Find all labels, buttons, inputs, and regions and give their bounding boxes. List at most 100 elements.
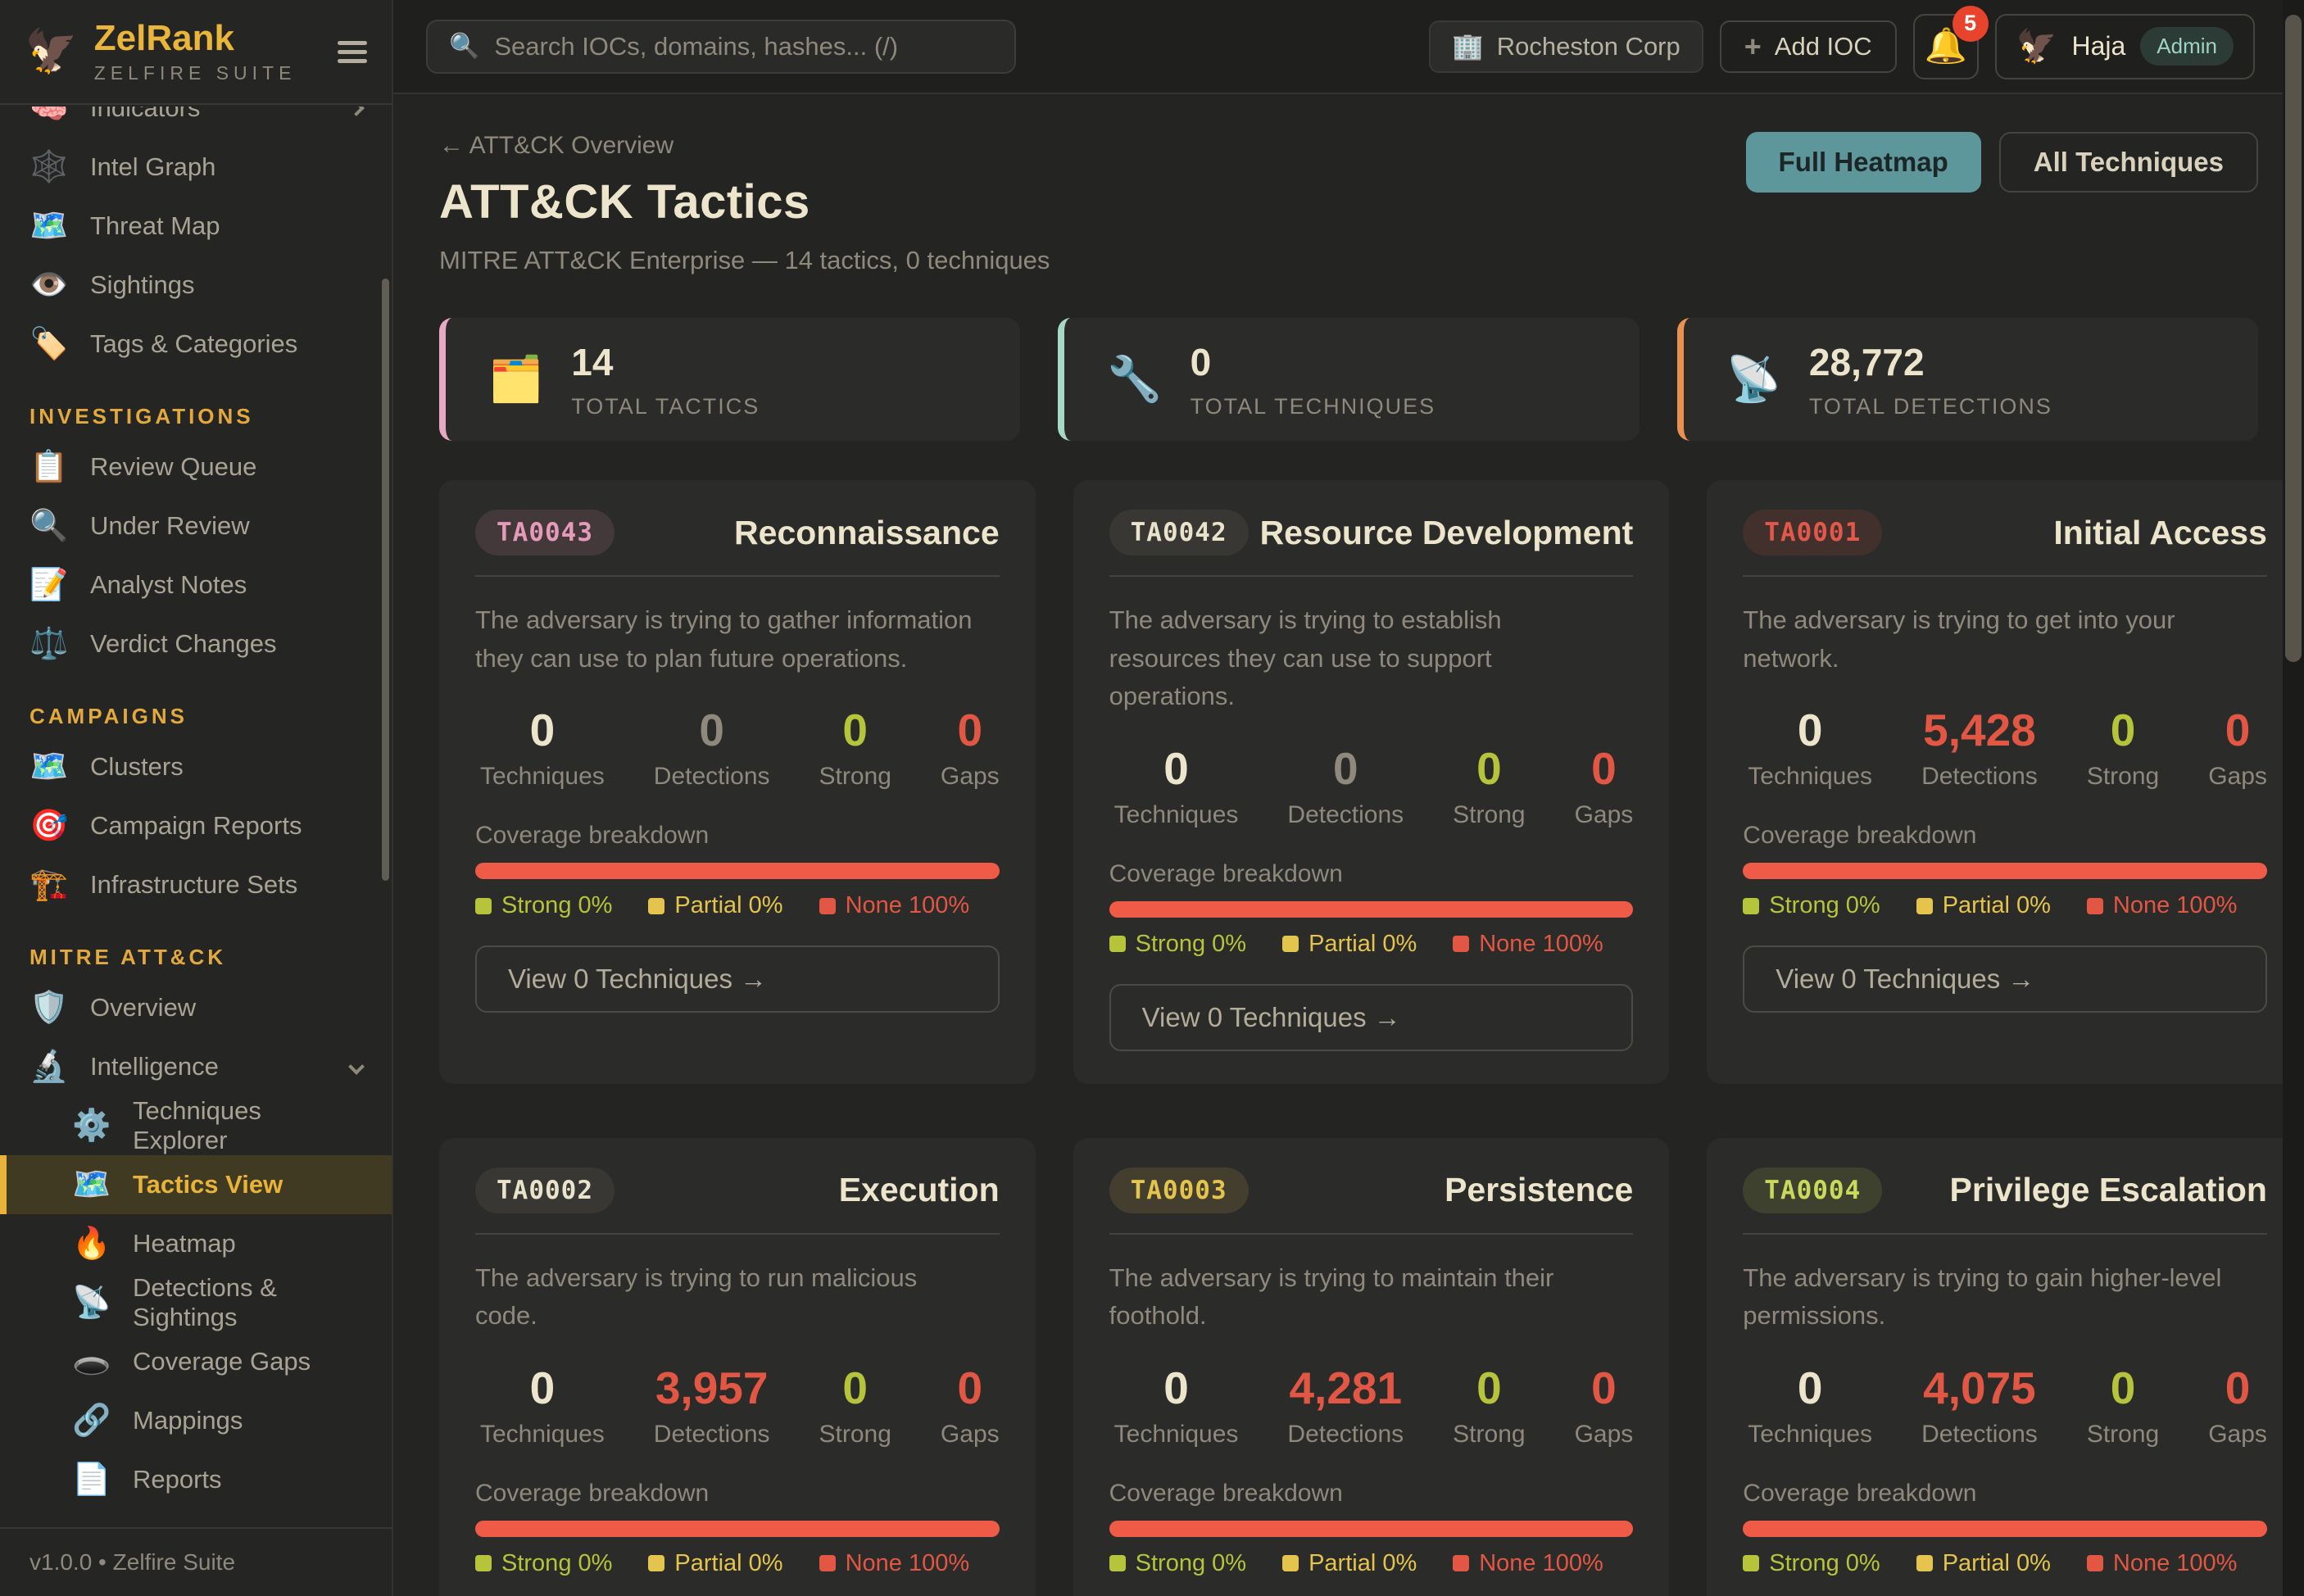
satellite-dish-icon: 📡 bbox=[1726, 354, 1781, 404]
none-swatch-icon bbox=[819, 897, 836, 914]
legend-partial: Partial 0% bbox=[1916, 1550, 2051, 1577]
stat-card-total-techniques: 🔧 0 TOTAL TECHNIQUES bbox=[1058, 318, 1640, 441]
page-header: ← ATT&CK Overview ATT&CK Tactics MITRE A… bbox=[439, 132, 2258, 275]
coverage-bar bbox=[475, 1520, 1000, 1537]
detections-label: Detections bbox=[1921, 1420, 2038, 1448]
legend-strong-label: Strong 0% bbox=[501, 892, 613, 918]
sidebar-item-detections-sightings[interactable]: 📡 Detections & Sightings bbox=[0, 1273, 392, 1332]
stat-strong: 0 Strong bbox=[1453, 1362, 1525, 1449]
techniques-label: Techniques bbox=[1113, 800, 1239, 828]
detections-label: Detections bbox=[1287, 800, 1404, 828]
sidebar-item-label: Detections & Sightings bbox=[133, 1273, 277, 1331]
sidebar-item-sightings[interactable]: 👁️ Sightings bbox=[0, 256, 392, 315]
stat-techniques: 0 Techniques bbox=[1114, 1362, 1239, 1449]
strong-label: Strong bbox=[1453, 1420, 1526, 1448]
strong-value: 0 bbox=[1476, 1362, 1502, 1413]
view-techniques-button[interactable]: View 0 Techniques → bbox=[475, 945, 1000, 1013]
sidebar-item-tactics-view[interactable]: 🗺️ Tactics View bbox=[0, 1155, 392, 1214]
none-swatch-icon bbox=[1453, 1555, 1470, 1571]
stat-strong: 0 Strong bbox=[2087, 1362, 2159, 1449]
back-link-attack-overview[interactable]: ← ATT&CK Overview bbox=[439, 132, 674, 159]
none-swatch-icon bbox=[2086, 897, 2103, 914]
tactic-stats: 0 Techniques 0 Detections 0 Strong 0 Gaps bbox=[475, 704, 1000, 791]
sidebar-item-infrastructure-sets[interactable]: 🏗️ Infrastructure Sets bbox=[0, 855, 392, 914]
view-techniques-button[interactable]: View 0 Techniques → bbox=[1743, 945, 2267, 1013]
main-scrollbar-track[interactable] bbox=[2283, 0, 2304, 1596]
stat-strong: 0 Strong bbox=[1453, 742, 1525, 829]
legend-partial: Partial 0% bbox=[648, 892, 783, 919]
main-scrollbar-thumb[interactable] bbox=[2285, 15, 2302, 662]
sidebar-item-overview[interactable]: 🛡️ Overview bbox=[0, 978, 392, 1037]
search-input[interactable] bbox=[494, 31, 993, 61]
full-heatmap-button[interactable]: Full Heatmap bbox=[1745, 132, 1981, 193]
legend-none-label: None 100% bbox=[2112, 1549, 2238, 1576]
tag-icon: 🏷️ bbox=[29, 327, 69, 361]
sidebar-item-intelligence[interactable]: 🔬 Intelligence bbox=[0, 1037, 392, 1096]
stat-gaps: 0 Gaps bbox=[941, 704, 1000, 791]
user-menu-button[interactable]: 🦅 Haja Admin bbox=[1994, 13, 2255, 79]
tactic-description: The adversary is trying to gather inform… bbox=[475, 605, 973, 673]
shield-icon: 🛡️ bbox=[29, 991, 69, 1025]
map-icon: 🗺️ bbox=[29, 750, 69, 784]
stat-techniques: 0 Techniques bbox=[1748, 704, 1872, 791]
detections-value: 3,957 bbox=[655, 1362, 769, 1413]
legend-none-label: None 100% bbox=[1479, 930, 1603, 957]
sidebar-item-heatmap[interactable]: 🔥 Heatmap bbox=[0, 1214, 392, 1273]
sidebar-item-label: Overview bbox=[90, 993, 197, 1022]
techniques-label: Techniques bbox=[480, 763, 605, 790]
section-header-reports: REPORTS bbox=[0, 1521, 392, 1526]
legend-strong: Strong 0% bbox=[475, 1550, 612, 1577]
page-subtitle: MITRE ATT&CK Enterprise — 14 tactics, 0 … bbox=[439, 246, 1050, 274]
eagle-logo-icon: 🦅 bbox=[25, 28, 78, 75]
sidebar-scrollbar-thumb[interactable] bbox=[382, 279, 389, 881]
sidebar-item-review-queue[interactable]: 📋 Review Queue bbox=[0, 438, 392, 496]
stat-strong: 0 Strong bbox=[819, 1362, 891, 1449]
legend-partial-label: Partial 0% bbox=[674, 1549, 783, 1576]
dart-target-icon: 🎯 bbox=[29, 809, 69, 843]
sidebar-item-tags-categories[interactable]: 🏷️ Tags & Categories bbox=[0, 315, 392, 374]
sidebar-item-indicators[interactable]: 🧠 Indicators bbox=[0, 107, 392, 138]
sidebar-item-intel-graph[interactable]: 🕸️ Intel Graph bbox=[0, 138, 392, 197]
sidebar-item-mappings[interactable]: 🔗 Mappings bbox=[0, 1391, 392, 1450]
sidebar-item-techniques-explorer[interactable]: ⚙️ Techniques Explorer bbox=[0, 1096, 392, 1155]
view-techniques-button[interactable]: View 0 Techniques → bbox=[1109, 983, 1634, 1051]
notifications-button[interactable]: 🔔 5 bbox=[1912, 5, 1989, 79]
chevron-right-icon bbox=[348, 107, 365, 116]
gaps-label: Gaps bbox=[1574, 1420, 1634, 1448]
sidebar-item-campaign-reports[interactable]: 🎯 Campaign Reports bbox=[0, 796, 392, 855]
partial-swatch-icon bbox=[1282, 936, 1299, 952]
strong-value: 0 bbox=[2110, 1362, 2136, 1413]
strong-label: Strong bbox=[1453, 800, 1526, 828]
coverage-legend: Strong 0% Partial 0% None 100% bbox=[1109, 1550, 1634, 1577]
detections-label: Detections bbox=[1921, 763, 2038, 790]
gear-icon: ⚙️ bbox=[72, 1109, 111, 1143]
sidebar-item-label: Threat Map bbox=[90, 211, 220, 240]
detections-value: 0 bbox=[1333, 742, 1358, 794]
all-techniques-button[interactable]: All Techniques bbox=[1998, 132, 2258, 193]
add-ioc-button[interactable]: + Add IOC bbox=[1719, 20, 1897, 73]
org-chip[interactable]: 🏢 Rocheston Corp bbox=[1429, 20, 1703, 73]
legend-none: None 100% bbox=[2086, 892, 2237, 919]
hamburger-menu-icon[interactable] bbox=[338, 49, 367, 54]
sidebar-item-label: Review Queue bbox=[90, 452, 257, 481]
stat-gaps: 0 Gaps bbox=[941, 1362, 1000, 1449]
stat-text: 0 TOTAL TECHNIQUES bbox=[1191, 340, 1436, 419]
sidebar-item-analyst-notes[interactable]: 📝 Analyst Notes bbox=[0, 555, 392, 614]
sidebar-item-coverage-gaps[interactable]: 🕳️ Coverage Gaps bbox=[0, 1332, 392, 1391]
global-search[interactable]: 🔍 bbox=[426, 19, 1016, 74]
detections-label: Detections bbox=[653, 763, 770, 790]
detections-value: 4,281 bbox=[1289, 1362, 1403, 1413]
techniques-value: 0 bbox=[1163, 1362, 1189, 1413]
tactic-cards-grid: TA0043 Reconnaissance The adversary is t… bbox=[439, 480, 2303, 1596]
sidebar-item-reports[interactable]: 📄 Reports bbox=[0, 1450, 392, 1509]
gaps-value: 0 bbox=[2225, 1362, 2251, 1413]
sidebar-item-verdict-changes[interactable]: ⚖️ Verdict Changes bbox=[0, 614, 392, 673]
partial-swatch-icon bbox=[1916, 1555, 1933, 1571]
legend-strong-label: Strong 0% bbox=[1135, 930, 1247, 957]
sidebar-item-clusters[interactable]: 🗺️ Clusters bbox=[0, 737, 392, 796]
tactic-id-badge: TA0043 bbox=[475, 510, 615, 555]
page-title: ATT&CK Tactics bbox=[439, 175, 810, 229]
sidebar-item-under-review[interactable]: 🔍 Under Review bbox=[0, 496, 392, 555]
sidebar-item-threat-map[interactable]: 🗺️ Threat Map bbox=[0, 197, 392, 256]
techniques-value: 0 bbox=[1797, 705, 1823, 755]
